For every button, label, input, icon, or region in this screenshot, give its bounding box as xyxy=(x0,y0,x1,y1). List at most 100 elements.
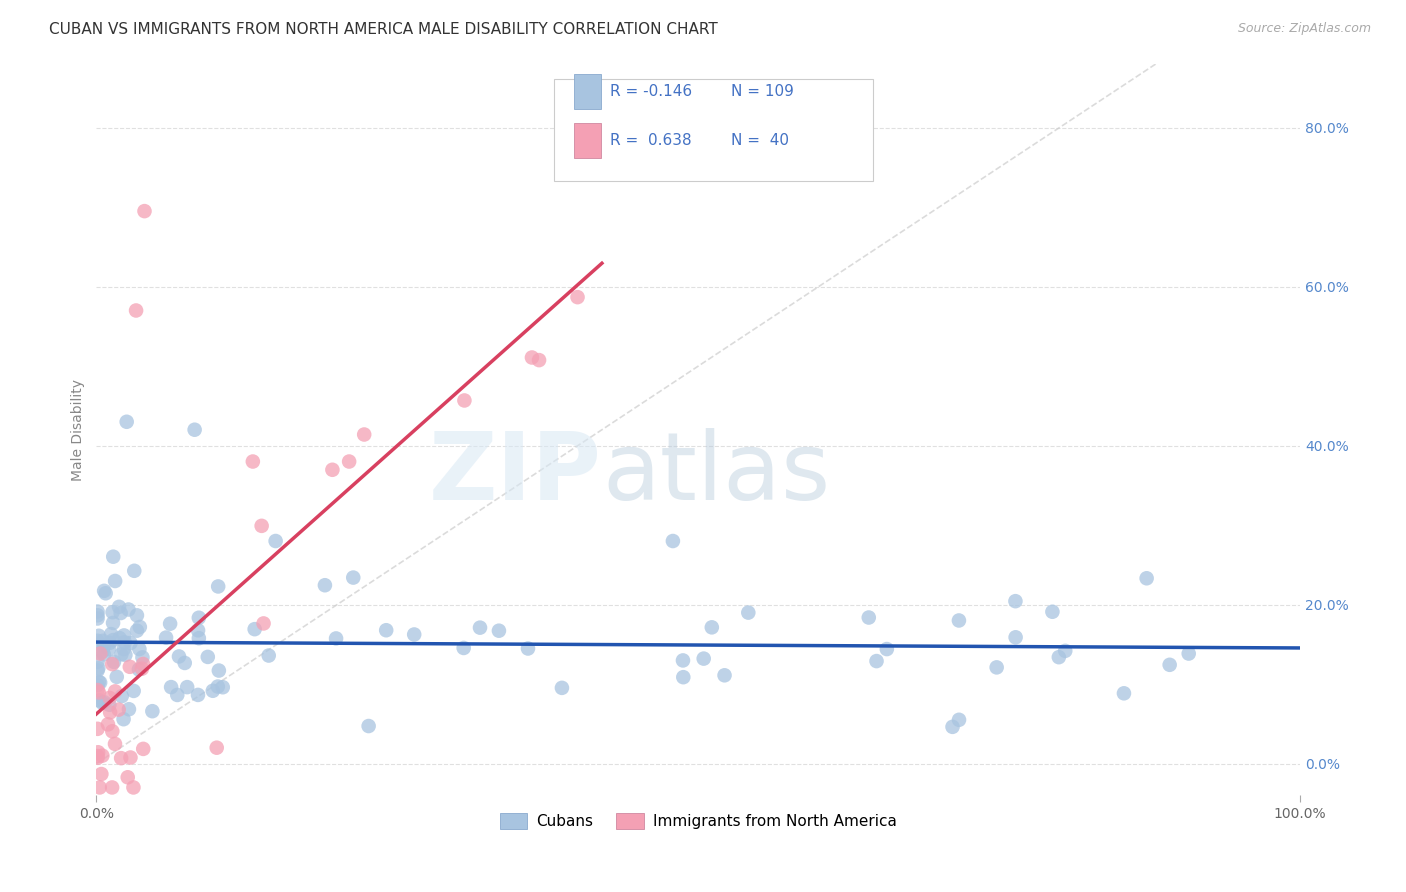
Point xyxy=(100,627,122,641)
Point xyxy=(375,624,398,638)
Point xyxy=(1054,644,1077,658)
Point xyxy=(110,606,132,620)
Point xyxy=(1177,647,1199,661)
Point xyxy=(314,578,336,592)
Point xyxy=(321,463,343,477)
Point xyxy=(713,668,735,682)
Point xyxy=(242,454,264,468)
Point xyxy=(672,653,695,667)
Point xyxy=(117,602,139,616)
Point xyxy=(94,586,117,600)
Text: CUBAN VS IMMIGRANTS FROM NORTH AMERICA MALE DISABILITY CORRELATION CHART: CUBAN VS IMMIGRANTS FROM NORTH AMERICA M… xyxy=(49,22,718,37)
Point xyxy=(87,661,110,675)
Point xyxy=(114,635,136,649)
Point xyxy=(98,636,121,650)
Point xyxy=(103,655,125,669)
Point xyxy=(104,737,127,751)
Point xyxy=(1047,650,1070,665)
Point xyxy=(941,720,963,734)
Point xyxy=(86,608,108,623)
Point xyxy=(155,631,177,645)
Point xyxy=(205,740,228,755)
Text: N = 109: N = 109 xyxy=(731,84,793,99)
Point xyxy=(112,628,135,642)
Point xyxy=(87,745,110,759)
Point xyxy=(122,564,145,578)
Point xyxy=(104,684,127,698)
Point xyxy=(104,574,127,588)
Point xyxy=(86,683,108,698)
Point xyxy=(243,622,266,636)
Point xyxy=(89,675,111,690)
Point xyxy=(120,636,142,650)
Point xyxy=(87,685,110,699)
Point xyxy=(125,624,148,638)
Point xyxy=(86,655,108,669)
Text: R = -0.146: R = -0.146 xyxy=(610,84,693,99)
Point xyxy=(93,583,115,598)
Point xyxy=(112,712,135,726)
Point xyxy=(86,678,108,692)
Point xyxy=(517,641,540,656)
Point xyxy=(112,642,135,657)
Point xyxy=(453,640,475,655)
Point xyxy=(527,353,550,368)
Point xyxy=(93,648,115,662)
Point xyxy=(357,719,380,733)
Point xyxy=(468,621,491,635)
Point xyxy=(101,657,124,672)
Text: Source: ZipAtlas.com: Source: ZipAtlas.com xyxy=(1237,22,1371,36)
Point xyxy=(160,680,183,694)
Point xyxy=(110,648,132,662)
Point xyxy=(207,579,229,593)
FancyBboxPatch shape xyxy=(554,78,873,181)
Point xyxy=(342,571,364,585)
Point xyxy=(159,616,181,631)
Point xyxy=(858,610,880,624)
Point xyxy=(86,664,108,678)
Point xyxy=(692,651,714,665)
Point xyxy=(87,675,110,690)
Point xyxy=(101,615,124,630)
Point xyxy=(101,605,124,619)
Point xyxy=(183,423,205,437)
Point xyxy=(865,654,887,668)
Point xyxy=(1112,686,1135,700)
Point xyxy=(86,605,108,619)
Point xyxy=(353,427,375,442)
Point xyxy=(986,660,1008,674)
Point xyxy=(252,616,274,631)
Point xyxy=(1004,630,1026,644)
Point xyxy=(90,767,112,781)
Point xyxy=(118,702,141,716)
Point xyxy=(876,642,898,657)
Point xyxy=(187,631,209,645)
Point xyxy=(187,688,209,702)
Point xyxy=(250,519,273,533)
Point xyxy=(132,742,155,756)
Point xyxy=(125,608,148,623)
Point xyxy=(103,549,125,564)
Point xyxy=(520,351,543,365)
Point xyxy=(1004,594,1026,608)
FancyBboxPatch shape xyxy=(574,74,600,109)
Point xyxy=(115,415,138,429)
Point xyxy=(122,684,145,698)
Point xyxy=(131,662,153,676)
Point xyxy=(737,606,759,620)
Point xyxy=(111,689,134,703)
Point xyxy=(337,454,360,468)
Point xyxy=(89,693,111,707)
Point xyxy=(141,704,163,718)
Point xyxy=(167,649,190,664)
Point xyxy=(128,642,150,657)
Point xyxy=(488,624,510,638)
Point xyxy=(187,611,209,625)
Point xyxy=(128,662,150,676)
Point xyxy=(567,290,589,304)
Point xyxy=(108,631,131,645)
Point xyxy=(89,647,111,661)
Point xyxy=(325,632,347,646)
Point xyxy=(197,649,219,664)
Y-axis label: Male Disability: Male Disability xyxy=(72,379,86,481)
